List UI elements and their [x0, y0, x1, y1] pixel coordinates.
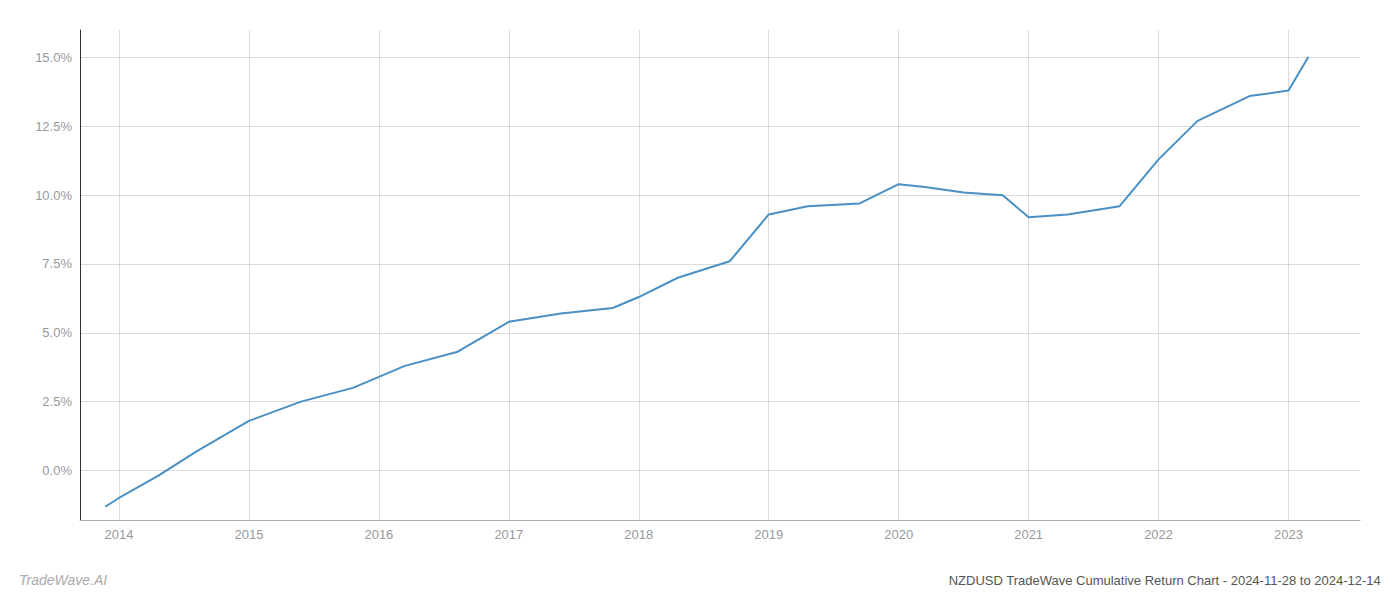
svg-text:15.0%: 15.0% — [35, 50, 72, 65]
svg-text:10.0%: 10.0% — [35, 188, 72, 203]
svg-text:7.5%: 7.5% — [42, 256, 72, 271]
svg-text:2017: 2017 — [494, 527, 523, 542]
svg-text:2016: 2016 — [364, 527, 393, 542]
svg-text:5.0%: 5.0% — [42, 325, 72, 340]
svg-text:2.5%: 2.5% — [42, 394, 72, 409]
svg-text:12.5%: 12.5% — [35, 119, 72, 134]
svg-text:2022: 2022 — [1144, 527, 1173, 542]
svg-text:2019: 2019 — [754, 527, 783, 542]
svg-text:0.0%: 0.0% — [42, 463, 72, 478]
svg-text:2023: 2023 — [1274, 527, 1303, 542]
svg-text:NZDUSD TradeWave Cumulative Re: NZDUSD TradeWave Cumulative Return Chart… — [949, 573, 1381, 588]
svg-text:2015: 2015 — [234, 527, 263, 542]
svg-text:TradeWave.AI: TradeWave.AI — [19, 572, 107, 588]
svg-text:2020: 2020 — [884, 527, 913, 542]
svg-text:2014: 2014 — [105, 527, 134, 542]
svg-text:2018: 2018 — [624, 527, 653, 542]
svg-text:2021: 2021 — [1014, 527, 1043, 542]
